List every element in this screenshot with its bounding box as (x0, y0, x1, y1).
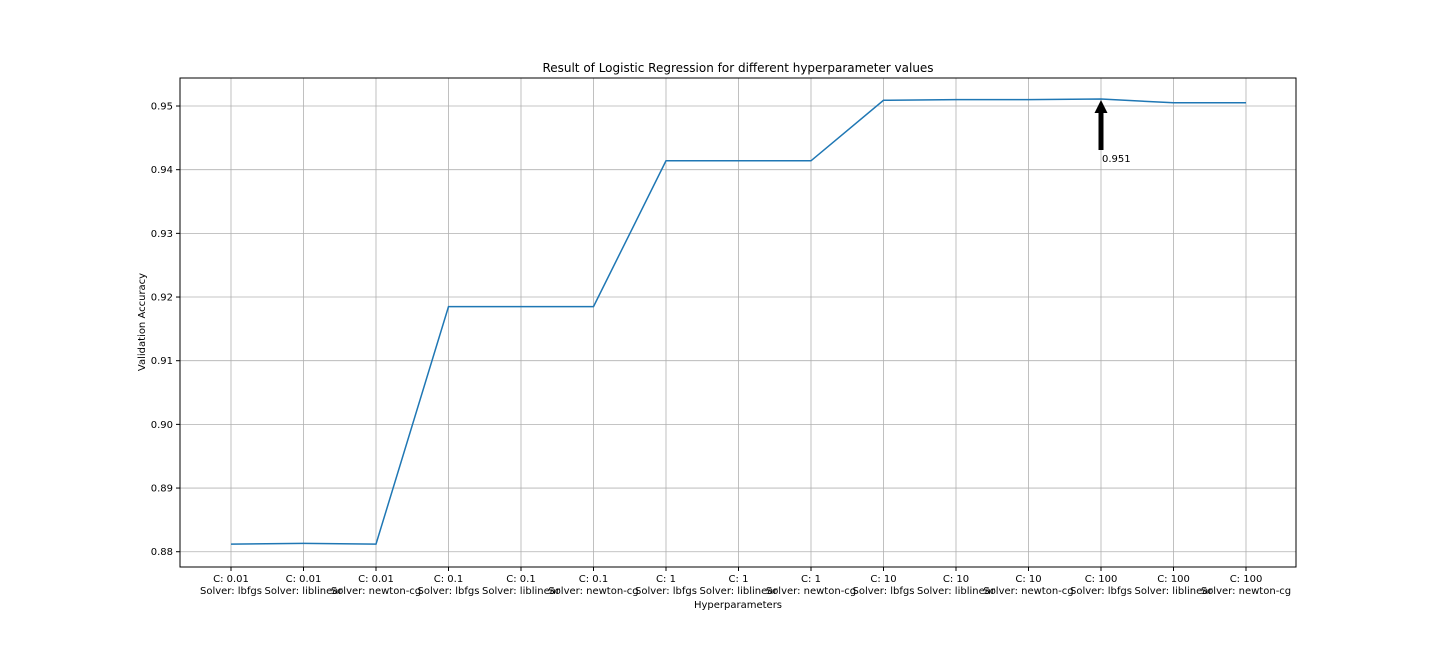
annotation-arrow-shaft (1098, 112, 1104, 151)
plot-frame (179, 77, 1297, 568)
x-tick-label-c: C: 0.01 (286, 574, 322, 585)
max-annotation: 0.951 (1094, 100, 1131, 165)
x-tick-label-c: C: 100 (1085, 574, 1118, 585)
x-tick-label-solver: Solver: lbfgs (635, 586, 697, 597)
y-axis-label: Validation Accuracy (137, 273, 148, 371)
annotation-arrow-head (1094, 100, 1108, 114)
x-tick-label-solver: Solver: lbfgs (417, 586, 479, 597)
y-tick-label: 0.92 (151, 293, 173, 304)
x-tick-label-c: C: 0.01 (213, 574, 249, 585)
x-tick-label-c: C: 10 (943, 574, 969, 585)
x-tick-label-solver: Solver: newton-cg (766, 586, 856, 597)
x-tick-label-c: C: 0.1 (579, 574, 608, 585)
x-tick-label-solver: Solver: newton-cg (548, 586, 638, 597)
chart-title: Result of Logistic Regression for differ… (542, 61, 933, 75)
x-tick-label-c: C: 0.1 (506, 574, 535, 585)
y-tick-label: 0.95 (151, 102, 173, 113)
y-tick-label: 0.90 (151, 420, 173, 431)
annotation-label: 0.951 (1102, 154, 1131, 165)
x-tick-label-solver: Solver: lbfgs (200, 586, 262, 597)
grid (180, 78, 1296, 567)
x-tick-label-solver: Solver: liblinear (265, 586, 344, 597)
y-axis: 0.88 0.89 0.90 0.91 0.92 0.93 0.94 0.95 (151, 102, 180, 558)
y-tick-label: 0.93 (151, 229, 173, 240)
x-tick-label-solver: Solver: newton-cg (1201, 586, 1291, 597)
x-tick-label-c: C: 100 (1230, 574, 1263, 585)
x-tick-label-c: C: 1 (801, 574, 821, 585)
y-tick-label: 0.89 (151, 484, 173, 495)
y-tick-label: 0.94 (151, 165, 173, 176)
x-tick-label-solver: Solver: lbfgs (852, 586, 914, 597)
x-tick-label-solver: Solver: liblinear (1135, 586, 1214, 597)
x-tick-label-solver: Solver: newton-cg (983, 586, 1073, 597)
series-line (230, 98, 1246, 545)
y-tick-label: 0.91 (151, 356, 173, 367)
x-tick-label-solver: Solver: lbfgs (1070, 586, 1132, 597)
x-tick-label-c: C: 1 (656, 574, 676, 585)
x-tick-label-c: C: 100 (1157, 574, 1190, 585)
x-tick-label-c: C: 0.1 (434, 574, 463, 585)
x-axis-label: Hyperparameters (694, 600, 782, 611)
x-tick-label-c: C: 10 (1015, 574, 1041, 585)
x-tick-label-c: C: 10 (870, 574, 896, 585)
x-tick-label-solver: Solver: newton-cg (331, 586, 421, 597)
x-tick-label-c: C: 0.01 (358, 574, 394, 585)
x-tick-label-solver: Solver: liblinear (700, 586, 779, 597)
y-tick-label: 0.88 (151, 547, 173, 558)
x-tick-label-c: C: 1 (729, 574, 749, 585)
x-tick-label-solver: Solver: liblinear (917, 586, 996, 597)
x-tick-label-solver: Solver: liblinear (482, 586, 561, 597)
